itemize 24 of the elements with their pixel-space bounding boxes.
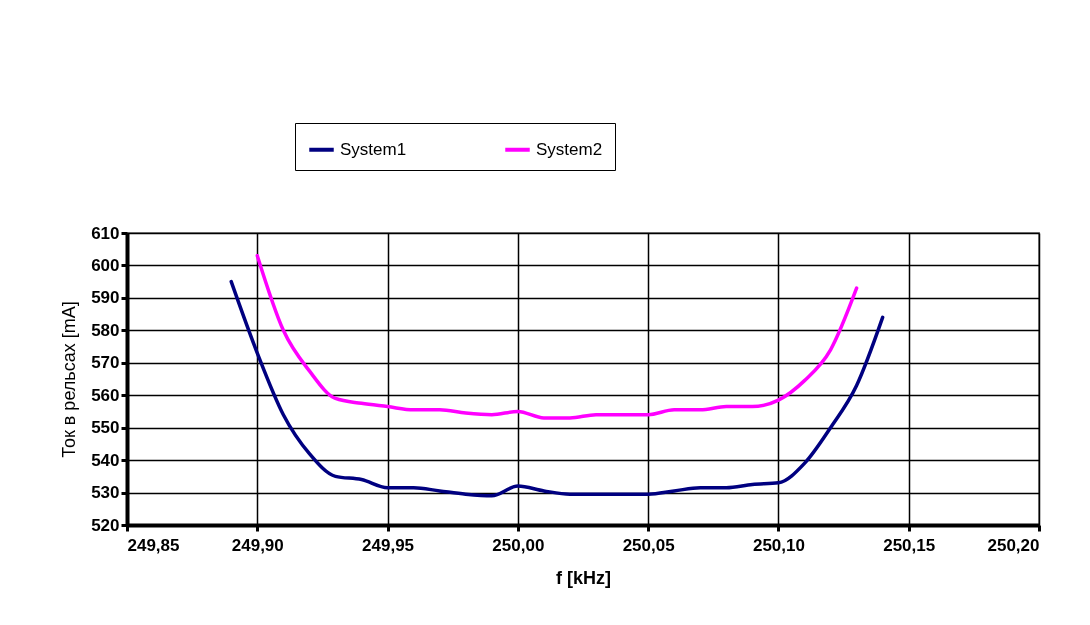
x-tick-label: 250,00 — [492, 535, 545, 555]
x-tick-label: 249,95 — [362, 535, 415, 555]
y-tick-label: 530 — [91, 483, 120, 503]
line-series — [229, 279, 885, 498]
x-tick-label: 250,05 — [622, 535, 675, 555]
y-tick-label: 610 — [91, 223, 120, 243]
legend-label: System1 — [340, 139, 407, 159]
x-tick-label: 249,85 — [127, 535, 180, 555]
y-tick-label: 590 — [91, 288, 120, 308]
y-tick-label: 580 — [91, 320, 120, 340]
y-tick-label: 600 — [91, 255, 120, 275]
y-axis-title: Ток в рельсах [mA] — [59, 301, 80, 458]
y-tick-label: 540 — [91, 450, 120, 470]
y-tick-label: 520 — [91, 515, 120, 535]
x-tick-label: 250,15 — [883, 535, 936, 555]
x-axis-title: f [kHz] — [556, 567, 611, 588]
x-tick-label: 250,10 — [752, 535, 805, 555]
y-tick-label: 550 — [91, 418, 120, 438]
legend-label: System2 — [536, 139, 603, 159]
line-series — [255, 253, 859, 420]
x-tick-label: 249,90 — [231, 535, 284, 555]
y-tick-label: 560 — [91, 385, 120, 405]
x-tick-label: 250,20 — [987, 535, 1040, 555]
y-tick-label: 570 — [91, 353, 120, 373]
